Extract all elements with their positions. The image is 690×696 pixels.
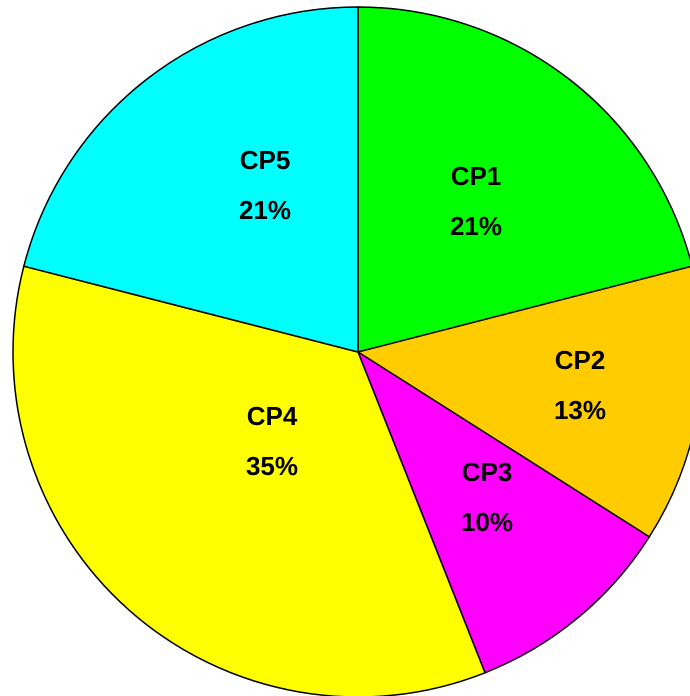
slice-name: CP3 [462, 457, 513, 487]
slice-label: 10% [461, 507, 513, 537]
slice-label: 13% [554, 395, 606, 425]
pie-slice [357, 6, 690, 353]
slice-label: 35% [246, 451, 298, 481]
slice-label: 21% [450, 211, 502, 241]
slice-name: CP1 [451, 161, 502, 191]
pie-slice [12, 265, 486, 696]
pie-slice [22, 6, 359, 353]
pie-slice [356, 350, 651, 674]
slice-label: 21% [239, 195, 291, 225]
slice-name: CP4 [247, 401, 298, 431]
slice-name: CP5 [240, 145, 291, 175]
slice-name: CP2 [555, 345, 606, 375]
pie-slice [356, 265, 690, 538]
